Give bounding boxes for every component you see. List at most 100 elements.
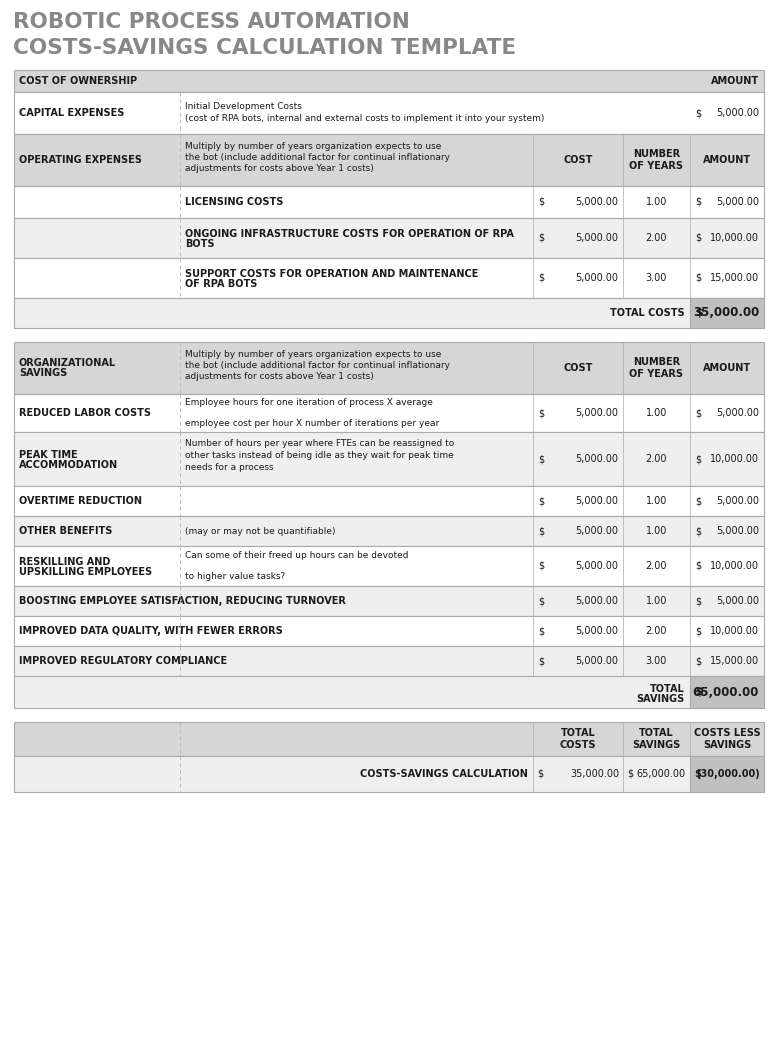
Text: $: $	[695, 687, 703, 697]
Text: $: $	[695, 526, 701, 536]
Text: 5,000.00: 5,000.00	[575, 197, 618, 207]
Bar	[14, 756, 764, 792]
Text: 10,000.00: 10,000.00	[710, 625, 759, 636]
Text: $: $	[695, 454, 701, 464]
Text: $: $	[695, 307, 703, 318]
Text: 5,000.00: 5,000.00	[716, 496, 759, 506]
Text: 5,000.00: 5,000.00	[575, 561, 618, 571]
Text: TOTAL COSTS: TOTAL COSTS	[611, 307, 685, 318]
Text: OVERTIME REDUCTION: OVERTIME REDUCTION	[19, 496, 142, 506]
Bar	[14, 616, 764, 645]
Text: adjustments for costs above Year 1 costs): adjustments for costs above Year 1 costs…	[185, 164, 373, 173]
Text: 5,000.00: 5,000.00	[575, 596, 618, 605]
Bar	[14, 645, 764, 676]
Bar	[14, 587, 764, 616]
Text: 1.00: 1.00	[646, 526, 668, 536]
Text: Number of hours per year where FTEs can be reassigned to: Number of hours per year where FTEs can …	[185, 439, 454, 448]
Bar	[690, 676, 764, 708]
Text: RESKILLING AND: RESKILLING AND	[19, 557, 110, 567]
Text: 2.00: 2.00	[646, 625, 668, 636]
Text: other tasks instead of being idle as they wait for peak time: other tasks instead of being idle as the…	[185, 451, 454, 460]
Bar	[14, 342, 764, 394]
Text: OTHER BENEFITS: OTHER BENEFITS	[19, 526, 112, 536]
Bar	[14, 218, 764, 258]
Bar	[14, 486, 764, 516]
Text: 5,000.00: 5,000.00	[575, 656, 618, 665]
Text: 5,000.00: 5,000.00	[575, 625, 618, 636]
Text: ONGOING INFRASTRUCTURE COSTS FOR OPERATION OF RPA: ONGOING INFRASTRUCTURE COSTS FOR OPERATI…	[185, 229, 514, 239]
Bar	[14, 394, 764, 432]
Text: 10,000.00: 10,000.00	[710, 454, 759, 464]
Text: 5,000.00: 5,000.00	[716, 408, 759, 418]
Text: SUPPORT COSTS FOR OPERATION AND MAINTENANCE: SUPPORT COSTS FOR OPERATION AND MAINTENA…	[185, 269, 478, 279]
Bar	[14, 676, 764, 708]
Text: 10,000.00: 10,000.00	[710, 233, 759, 243]
Text: Multiply by number of years organization expects to use: Multiply by number of years organization…	[185, 142, 441, 151]
Text: $: $	[695, 596, 701, 605]
Text: COSTS LESS
SAVINGS: COSTS LESS SAVINGS	[694, 729, 760, 750]
Text: REDUCED LABOR COSTS: REDUCED LABOR COSTS	[19, 408, 151, 418]
Text: $: $	[694, 769, 701, 779]
Bar	[14, 547, 764, 587]
Text: 3.00: 3.00	[646, 273, 668, 283]
Text: Multiply by number of years organization expects to use: Multiply by number of years organization…	[185, 350, 441, 359]
Text: Initial Development Costs: Initial Development Costs	[185, 102, 302, 111]
Text: needs for a process: needs for a process	[185, 463, 274, 472]
Text: $: $	[695, 273, 701, 283]
Text: OPERATING EXPENSES: OPERATING EXPENSES	[19, 155, 142, 165]
Text: COST: COST	[563, 155, 593, 165]
Text: adjustments for costs above Year 1 costs): adjustments for costs above Year 1 costs…	[185, 372, 373, 381]
Text: IMPROVED DATA QUALITY, WITH FEWER ERRORS: IMPROVED DATA QUALITY, WITH FEWER ERRORS	[19, 625, 282, 636]
Bar	[14, 722, 764, 756]
Text: 5,000.00: 5,000.00	[716, 197, 759, 207]
Text: the bot (include additional factor for continual inflationary: the bot (include additional factor for c…	[185, 153, 450, 162]
Text: 35,000.00: 35,000.00	[692, 306, 759, 319]
Text: (30,000.00): (30,000.00)	[696, 769, 760, 779]
Text: to higher value tasks?: to higher value tasks?	[185, 572, 286, 581]
Text: $: $	[538, 454, 544, 464]
Text: 5,000.00: 5,000.00	[575, 233, 618, 243]
Text: $: $	[695, 625, 701, 636]
Text: 5,000.00: 5,000.00	[716, 108, 759, 118]
Text: $: $	[695, 561, 701, 571]
Bar	[14, 298, 764, 327]
Text: $: $	[695, 108, 701, 118]
Text: 3.00: 3.00	[646, 656, 668, 665]
Text: 1.00: 1.00	[646, 596, 668, 605]
Bar	[690, 756, 764, 792]
Text: $: $	[538, 233, 544, 243]
Text: $: $	[538, 526, 544, 536]
Text: 1.00: 1.00	[646, 496, 668, 506]
Bar	[14, 92, 764, 134]
Text: 5,000.00: 5,000.00	[716, 526, 759, 536]
Text: BOOSTING EMPLOYEE SATISFACTION, REDUCING TURNOVER: BOOSTING EMPLOYEE SATISFACTION, REDUCING…	[19, 596, 346, 605]
Text: (may or may not be quantifiable): (may or may not be quantifiable)	[185, 526, 335, 536]
Bar	[14, 134, 764, 186]
Bar	[14, 69, 764, 92]
Text: CAPITAL EXPENSES: CAPITAL EXPENSES	[19, 108, 124, 118]
Text: $: $	[695, 496, 701, 506]
Text: AMOUNT: AMOUNT	[703, 155, 751, 165]
Text: 5,000.00: 5,000.00	[575, 454, 618, 464]
Text: SAVINGS: SAVINGS	[19, 367, 67, 378]
Bar	[14, 516, 764, 547]
Text: ROBOTIC PROCESS AUTOMATION: ROBOTIC PROCESS AUTOMATION	[13, 12, 410, 32]
Bar	[690, 298, 764, 327]
Text: $: $	[538, 561, 544, 571]
Text: LICENSING COSTS: LICENSING COSTS	[185, 197, 283, 207]
Text: 5,000.00: 5,000.00	[575, 496, 618, 506]
Text: 5,000.00: 5,000.00	[575, 273, 618, 283]
Text: Can some of their freed up hours can be devoted: Can some of their freed up hours can be …	[185, 551, 408, 560]
Text: 5,000.00: 5,000.00	[716, 596, 759, 605]
Text: NUMBER
OF YEARS: NUMBER OF YEARS	[629, 150, 684, 171]
Bar	[14, 258, 764, 298]
Text: employee cost per hour X number of iterations per year: employee cost per hour X number of itera…	[185, 419, 440, 428]
Text: TOTAL
SAVINGS: TOTAL SAVINGS	[633, 729, 681, 750]
Text: PEAK TIME: PEAK TIME	[19, 450, 78, 460]
Text: $: $	[538, 656, 544, 665]
Text: 2.00: 2.00	[646, 561, 668, 571]
Bar	[14, 432, 764, 486]
Text: $: $	[695, 408, 701, 418]
Text: AMOUNT: AMOUNT	[711, 76, 759, 86]
Text: $: $	[537, 769, 543, 779]
